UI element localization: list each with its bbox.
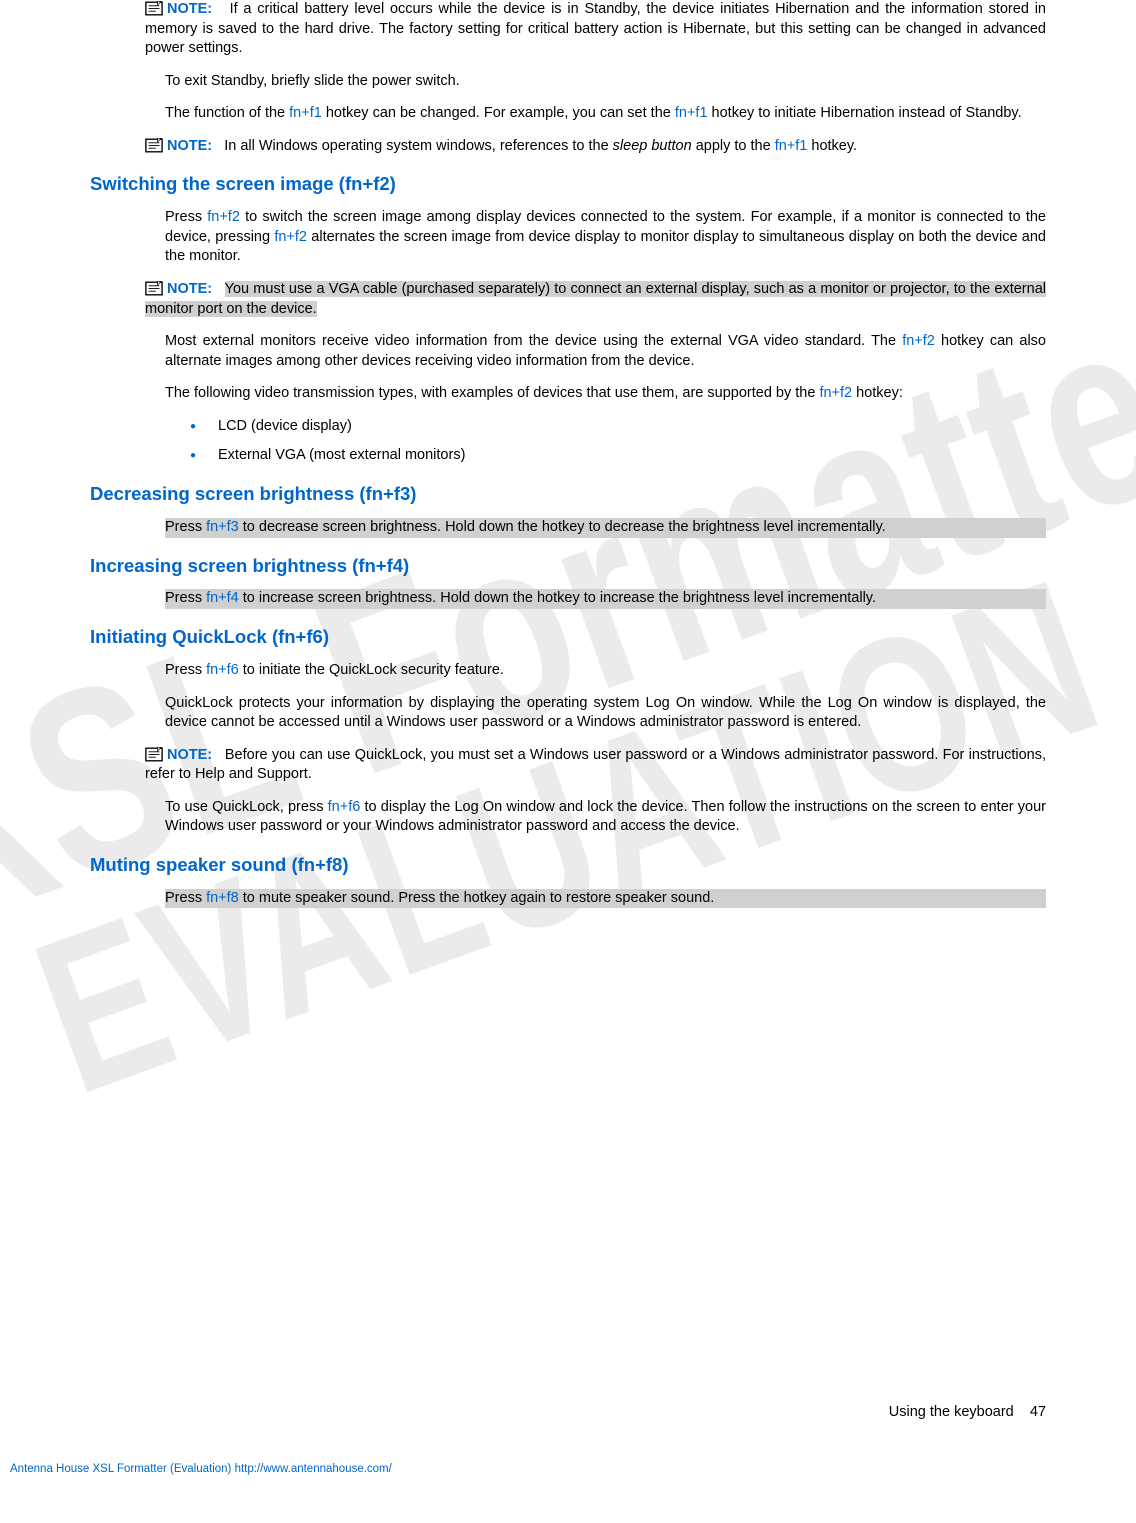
heading-switching: Switching the screen image (fn+f2) <box>90 172 1046 197</box>
paragraph: Press fn+f2 to switch the screen image a… <box>165 208 1046 267</box>
paragraph: The function of the fn+f1 hotkey can be … <box>165 104 1046 124</box>
heading-decreasing: Decreasing screen brightness (fn+f3) <box>90 482 1046 507</box>
note-icon <box>145 1 163 16</box>
hotkey-fnf4: fn+f4 <box>206 590 239 606</box>
heading-increasing: Increasing screen brightness (fn+f4) <box>90 554 1046 579</box>
hotkey-fnf1: fn+f1 <box>775 138 808 154</box>
heading-quicklock: Initiating QuickLock (fn+f6) <box>90 625 1046 650</box>
note-icon <box>145 747 163 762</box>
note-block-1: NOTE: If a critical battery level occurs… <box>145 0 1046 59</box>
italic-text: sleep button <box>613 138 692 154</box>
hotkey-fnf6: fn+f6 <box>206 662 239 678</box>
hotkey-fnf2: fn+f2 <box>819 385 852 401</box>
note-icon <box>145 281 163 296</box>
list-item: External VGA (most external monitors) <box>190 446 1046 466</box>
note-block-2: NOTE: In all Windows operating system wi… <box>145 137 1046 157</box>
hotkey-fnf2: fn+f2 <box>274 229 307 245</box>
paragraph: The following video transmission types, … <box>165 384 1046 404</box>
note-label: NOTE: <box>167 747 212 763</box>
note-text: If a critical battery level occurs while… <box>145 1 1046 56</box>
bullet-list: LCD (device display) External VGA (most … <box>190 417 1046 466</box>
note-label: NOTE: <box>167 1 212 17</box>
footer-left: Antenna House XSL Formatter (Evaluation)… <box>10 1462 392 1478</box>
highlighted-text: You must use a VGA cable (purchased sepa… <box>145 281 1046 317</box>
note-label: NOTE: <box>167 281 212 297</box>
note-block-4: NOTE: Before you can use QuickLock, you … <box>145 746 1046 785</box>
hotkey-fnf6: fn+f6 <box>328 799 361 815</box>
heading-muting: Muting speaker sound (fn+f8) <box>90 853 1046 878</box>
hotkey-fnf8: fn+f8 <box>206 890 239 906</box>
paragraph: Press fn+f6 to initiate the QuickLock se… <box>165 661 1046 681</box>
page-content: NOTE: If a critical battery level occurs… <box>0 0 1136 908</box>
paragraph: To exit Standby, briefly slide the power… <box>165 72 1046 92</box>
note-label: NOTE: <box>167 138 212 154</box>
paragraph-highlighted: Press fn+f4 to increase screen brightnes… <box>165 589 1046 609</box>
note-block-3: NOTE: You must use a VGA cable (purchase… <box>145 280 1046 319</box>
hotkey-fnf3: fn+f3 <box>206 519 239 535</box>
hotkey-fnf1: fn+f1 <box>675 105 708 121</box>
paragraph: To use QuickLock, press fn+f6 to display… <box>165 798 1046 837</box>
hotkey-fnf2: fn+f2 <box>207 209 240 225</box>
paragraph: Most external monitors receive video inf… <box>165 332 1046 371</box>
note-icon <box>145 138 163 153</box>
hotkey-fnf2: fn+f2 <box>902 333 935 349</box>
paragraph-highlighted: Press fn+f3 to decrease screen brightnes… <box>165 518 1046 538</box>
hotkey-fnf1: fn+f1 <box>289 105 322 121</box>
paragraph: QuickLock protects your information by d… <box>165 694 1046 733</box>
paragraph-highlighted: Press fn+f8 to mute speaker sound. Press… <box>165 889 1046 909</box>
footer-right: Using the keyboard 47 <box>889 1403 1046 1423</box>
list-item: LCD (device display) <box>190 417 1046 437</box>
